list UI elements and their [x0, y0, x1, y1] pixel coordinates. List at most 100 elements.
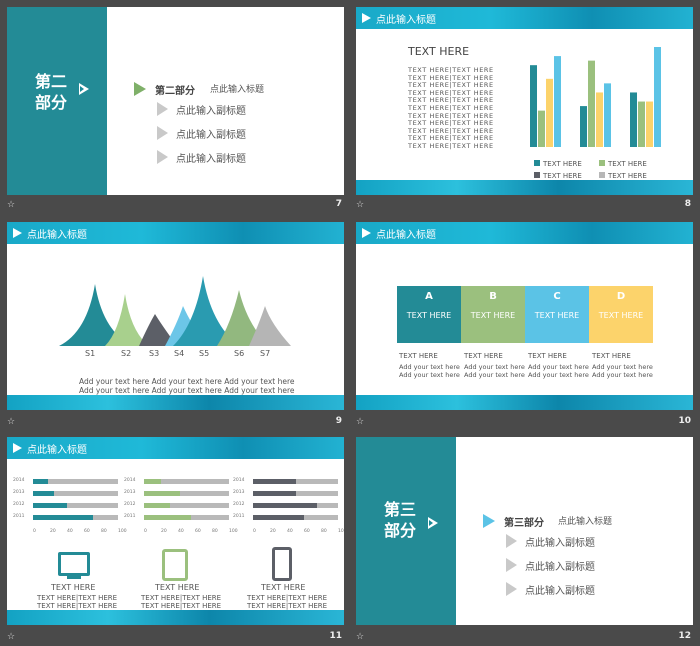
year-label: 2013: [13, 490, 25, 495]
banner-title: 点此输入标题: [376, 230, 436, 241]
bar: [588, 60, 595, 147]
year-label: 2013: [124, 490, 136, 495]
x-axis: 0 20 40 60 80 100: [33, 529, 127, 535]
column-title: TEXT HERE: [592, 352, 631, 360]
banner-title: 点此输入标题: [376, 15, 436, 26]
monitor-icon: [58, 552, 90, 576]
slide-11[interactable]: 点此输入标题 2014 2013 2012 2011 0 20 40 60 80 100 2014 2…: [7, 437, 344, 625]
slide-12[interactable]: 第三 部分 第三部分 点此输入标题 点此输入副标题 点此输入副标题 点此输入副标…: [356, 437, 693, 625]
axis-tick: 100: [338, 529, 344, 534]
slide-8[interactable]: 点此输入标题 TEXT HERE TEXT HERE|TEXT HERE TEX…: [356, 7, 693, 195]
legend-item: TEXT HERE: [599, 163, 647, 182]
bar: [646, 101, 653, 147]
play-arrow-icon: [362, 13, 371, 23]
column-title: TEXT HERE: [528, 352, 567, 360]
slide-9[interactable]: 点此输入标题 S1 S2 S3 S4 S5 S6 S7 Add your tex…: [7, 222, 344, 410]
slide-12-footer: ☆ 12: [356, 629, 693, 645]
slide-number: 9: [335, 416, 342, 426]
slide-number: 10: [678, 416, 691, 426]
year-label: 2011: [124, 514, 136, 519]
step-box-c: C TEXT HERE: [525, 286, 589, 343]
year-label: 2014: [124, 478, 136, 483]
legend-swatch: [599, 172, 605, 178]
bar-fill: [33, 515, 93, 520]
bar-track: [33, 479, 118, 484]
banner-title: 点此输入标题: [27, 230, 87, 241]
text-line: TEXT HERE|TEXT HERE: [408, 134, 494, 143]
peak-label: S7: [260, 349, 271, 358]
column-text: Add your text here: [399, 363, 460, 371]
star-icon: ☆: [356, 417, 365, 427]
slide-7[interactable]: 第二 部分 第二部分 点此输入标题 点此输入副标题 点此输入副标题 点此输入副标…: [7, 7, 344, 195]
legend-swatch: [534, 172, 540, 178]
bar: [546, 78, 553, 147]
bullet-triangle-icon: [157, 126, 168, 140]
x-axis: 0 20 40 60 80 100: [144, 529, 238, 535]
column-text: Add your text here: [464, 363, 525, 371]
heading: TEXT HERE: [408, 45, 470, 58]
peak-label: S4: [174, 349, 185, 358]
star-icon: ☆: [7, 632, 16, 642]
slide-11-footer: ☆ 11: [7, 629, 344, 645]
list-item: 点此输入副标题: [176, 154, 246, 165]
section-panel: [7, 7, 107, 195]
active-item-triangle-icon: [483, 514, 495, 528]
tablet-icon: [162, 549, 188, 581]
slide-10[interactable]: 点此输入标题 A TEXT HERE B TEXT HERE C TEXT HE…: [356, 222, 693, 410]
list-item: 点此输入副标题: [525, 562, 595, 573]
play-arrow-icon: [13, 443, 22, 453]
icon-title: TEXT HERE: [261, 583, 306, 592]
hbar-charts: 2014 2013 2012 2011 0 20 40 60 80 100 2014 2013 2012…: [7, 473, 344, 543]
slide-number: 8: [684, 199, 691, 209]
slide-number: 11: [329, 631, 342, 641]
title-banner: 点此输入标题: [7, 222, 344, 244]
column-text: Add your text here: [528, 371, 589, 379]
axis-tick: 0: [33, 529, 36, 534]
step-text: TEXT HERE: [598, 311, 644, 320]
column-text: Add your text here: [399, 371, 460, 379]
axis-tick: 80: [101, 529, 107, 534]
icon-text: TEXT HERE|TEXT HERE: [37, 594, 118, 602]
bar-fill: [253, 515, 304, 520]
bar-track: [253, 503, 338, 508]
hbar-chart: 2014 2013 2012 2011 0 20 40 60 80 100: [13, 478, 127, 539]
year-label: 2014: [13, 478, 25, 483]
step-box-d: D TEXT HERE: [589, 286, 653, 343]
peak-s7: [249, 306, 291, 346]
active-item-triangle-icon: [134, 82, 146, 96]
bar-fill: [253, 491, 296, 496]
title-banner: 点此输入标题: [356, 7, 693, 29]
legend-item: TEXT HERE: [534, 163, 582, 182]
column-title: TEXT HERE: [399, 352, 438, 360]
step-text: TEXT HERE: [406, 311, 452, 320]
text-line: TEXT HERE|TEXT HERE: [408, 111, 494, 120]
year-label: 2012: [124, 502, 136, 507]
bar-track: [144, 491, 229, 496]
icon-title: TEXT HERE: [155, 583, 200, 592]
bar-track: [253, 515, 338, 520]
bar-fill: [144, 479, 161, 484]
bar-fill: [33, 503, 67, 508]
icon-text: TEXT HERE|TEXT HERE: [247, 594, 328, 602]
active-item-label: 第三部分: [504, 518, 544, 529]
axis-tick: 20: [50, 529, 56, 534]
text-line: TEXT HERE|TEXT HERE: [408, 126, 494, 135]
list-item: 点此输入副标题: [176, 106, 246, 117]
column-text: Add your text here: [464, 371, 525, 379]
step-text: TEXT HERE: [470, 311, 516, 320]
step-letter: B: [489, 291, 497, 302]
column-text: Add your text here: [592, 363, 653, 371]
section-title: 第二 部分: [35, 72, 68, 112]
text-block: TEXT HERE|TEXT HERE TEXT HERE|TEXT HERE …: [408, 66, 508, 151]
legend-item: TEXT HERE: [534, 151, 582, 170]
bar: [604, 83, 611, 147]
column-text: Add your text here: [528, 363, 589, 371]
slide-9-footer: ☆ 9: [7, 414, 344, 430]
hbar-chart: 2014 2013 2012 2011 0 20 40 60 80 100: [233, 478, 344, 539]
bar-fill: [144, 503, 170, 508]
play-arrow-icon: [13, 228, 22, 238]
hbar-chart: 2014 2013 2012 2011 0 20 40 60 80 100: [124, 478, 238, 539]
axis-tick: 20: [270, 529, 276, 534]
bar: [596, 92, 603, 147]
star-icon: ☆: [356, 632, 365, 642]
